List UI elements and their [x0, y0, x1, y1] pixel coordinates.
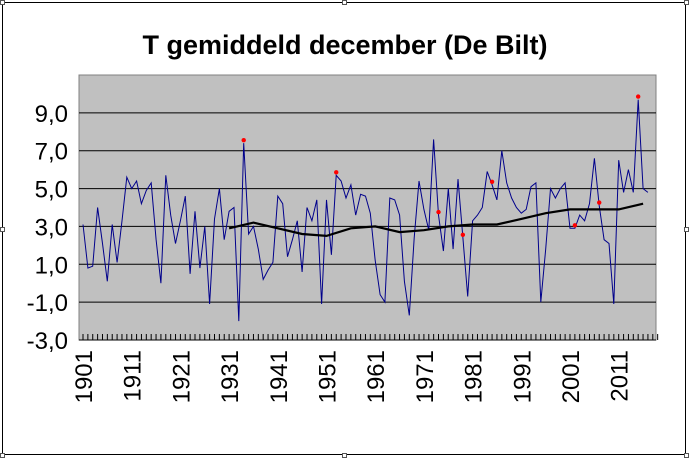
- highlight-point: [334, 170, 339, 175]
- x-tick-label: 1981: [461, 350, 488, 403]
- y-tick-label: 3,0: [35, 214, 68, 241]
- highlight-point: [436, 209, 441, 215]
- resize-handle-bottom-right[interactable]: [684, 453, 689, 458]
- resize-handle-middle-left[interactable]: [0, 227, 5, 232]
- resize-handle-bottom-center[interactable]: [342, 453, 347, 458]
- y-tick-label: 7,0: [35, 139, 68, 166]
- y-tick-label: 5,0: [35, 177, 68, 204]
- highlight-point: [241, 137, 246, 143]
- highlight-point: [635, 94, 641, 99]
- highlight-point: [572, 223, 578, 228]
- x-tick-label: 1951: [315, 350, 342, 403]
- resize-handle-bottom-left[interactable]: [0, 453, 5, 458]
- x-tick-label: 1941: [266, 350, 293, 403]
- x-tick-label: 1911: [120, 350, 147, 402]
- plot-area: [78, 74, 657, 341]
- y-tick-label: -1,0: [27, 290, 68, 317]
- resize-handle-top-left[interactable]: [0, 0, 5, 5]
- resize-handle-middle-right[interactable]: [684, 227, 689, 232]
- x-tick-label: 1921: [168, 350, 195, 403]
- chart-title: T gemiddeld december (De Bilt): [142, 30, 548, 60]
- x-tick-label: 1991: [509, 350, 536, 403]
- series-moving-average: [228, 202, 644, 238]
- highlight-point: [597, 200, 602, 205]
- x-tick-label: 2001: [558, 350, 585, 403]
- resize-handle-top-right[interactable]: [684, 0, 689, 5]
- highlight-point: [460, 232, 466, 237]
- y-tick-label: 9,0: [35, 101, 68, 128]
- y-tick-label: 1,0: [35, 252, 68, 279]
- series-december-temperature: [82, 99, 649, 322]
- x-tick-label: 1931: [217, 350, 244, 403]
- x-tick-label: 1901: [71, 350, 98, 403]
- highlight-point: [489, 179, 495, 184]
- y-tick-label: -3,0: [27, 328, 68, 355]
- resize-handle-top-center[interactable]: [342, 0, 347, 5]
- x-tick-label: 1961: [363, 350, 390, 403]
- x-tick-label: 1971: [412, 350, 439, 403]
- x-tick-label: 2011: [607, 350, 634, 402]
